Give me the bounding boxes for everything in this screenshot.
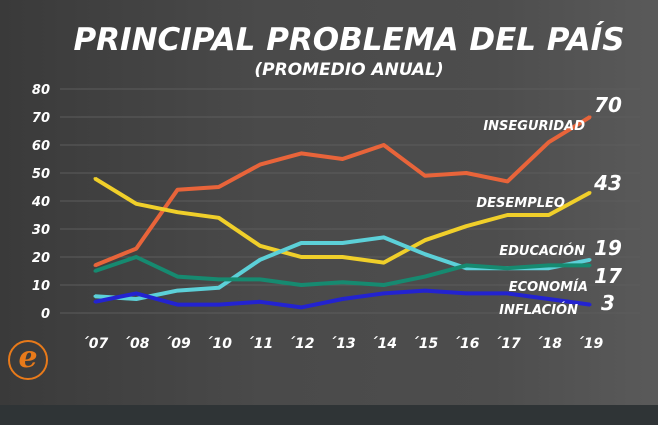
data-point (547, 263, 551, 267)
end-value-label: 17 (594, 264, 622, 288)
data-point (93, 269, 97, 273)
data-point (382, 143, 386, 147)
data-point (341, 255, 344, 259)
x-tick-label: ´09 (164, 336, 191, 352)
data-point (258, 258, 262, 262)
data-point (464, 263, 468, 267)
y-tick-label: 10 (32, 279, 50, 294)
data-point (176, 188, 179, 192)
data-point (134, 297, 138, 301)
data-point (506, 291, 509, 295)
y-tick-label: 50 (32, 167, 50, 182)
data-point (176, 303, 179, 307)
data-point (341, 157, 344, 161)
series-label: ECONOMÍA (509, 279, 588, 295)
end-value-label: 43 (593, 171, 622, 195)
data-point (547, 213, 551, 217)
x-tick-label: ´19 (577, 336, 604, 352)
data-point (341, 280, 344, 284)
data-point (423, 275, 427, 279)
x-tick-label: ´07 (82, 336, 109, 352)
x-tick-label: ´16 (453, 336, 480, 352)
data-point (299, 151, 303, 155)
data-point (176, 275, 179, 279)
data-point (217, 277, 221, 281)
data-point (588, 303, 592, 307)
y-tick-label: 30 (32, 223, 50, 238)
bottom-bar (0, 405, 658, 425)
data-point (217, 185, 221, 189)
data-point (217, 216, 221, 220)
x-tick-label: ´17 (494, 336, 521, 352)
y-tick-label: 60 (32, 139, 50, 154)
data-point (423, 238, 427, 242)
x-tick-label: ´12 (288, 336, 314, 352)
data-point (382, 235, 386, 239)
data-point (217, 303, 221, 307)
x-tick-label: ´18 (536, 336, 563, 352)
data-point (588, 115, 592, 119)
data-point (547, 297, 551, 301)
data-point (134, 255, 138, 259)
chart-subtitle: (PROMEDIO ANUAL) (254, 60, 444, 80)
data-point (423, 252, 427, 256)
series-label: EDUCACIÓN (499, 243, 585, 259)
data-point (217, 286, 221, 290)
data-point (93, 300, 97, 304)
data-point (464, 171, 468, 175)
data-point (134, 247, 138, 251)
data-point (547, 140, 551, 144)
data-point (341, 241, 344, 245)
x-tick-label: ´15 (412, 336, 439, 352)
x-tick-label: ´14 (371, 336, 397, 352)
end-value-label: 70 (594, 93, 622, 117)
series-label: DESEMPLEO (476, 196, 565, 211)
data-point (464, 224, 468, 228)
end-value-label: 3 (601, 291, 615, 315)
data-point (299, 283, 303, 287)
data-point (382, 283, 386, 287)
data-point (134, 202, 138, 206)
y-tick-label: 0 (41, 307, 50, 322)
data-point (506, 266, 509, 270)
data-point (93, 177, 97, 181)
data-point (299, 241, 303, 245)
data-point (258, 163, 262, 167)
data-point (506, 213, 509, 217)
data-point (464, 291, 468, 295)
y-tick-label: 70 (32, 111, 50, 126)
chart-title: PRINCIPAL PROBLEMA DEL PAÍS (73, 22, 625, 58)
data-point (341, 297, 344, 301)
data-point (299, 305, 303, 309)
data-point (258, 277, 262, 281)
x-tick-label: ´10 (206, 336, 233, 352)
data-point (93, 294, 97, 298)
y-tick-label: 40 (31, 195, 50, 210)
x-tick-label: ´13 (329, 336, 355, 352)
data-point (176, 289, 179, 293)
data-point (258, 300, 262, 304)
data-point (93, 263, 97, 267)
channel-logo: e (8, 340, 48, 380)
x-tick-label: ´11 (247, 336, 273, 352)
data-point (423, 174, 427, 178)
data-point (588, 258, 592, 262)
x-tick-label: ´08 (123, 336, 150, 352)
data-point (299, 255, 303, 259)
data-point (588, 191, 592, 195)
data-point (176, 210, 179, 214)
series-label: INSEGURIDAD (483, 119, 585, 134)
data-point (506, 179, 509, 183)
data-point (382, 291, 386, 295)
series-label: INFLACIÓN (499, 302, 578, 318)
end-value-label: 19 (594, 236, 622, 260)
data-point (423, 289, 427, 293)
data-point (382, 261, 386, 265)
data-point (588, 263, 592, 267)
y-tick-label: 20 (32, 251, 50, 266)
data-point (134, 291, 138, 295)
data-point (258, 244, 262, 248)
y-tick-label: 80 (32, 83, 50, 98)
